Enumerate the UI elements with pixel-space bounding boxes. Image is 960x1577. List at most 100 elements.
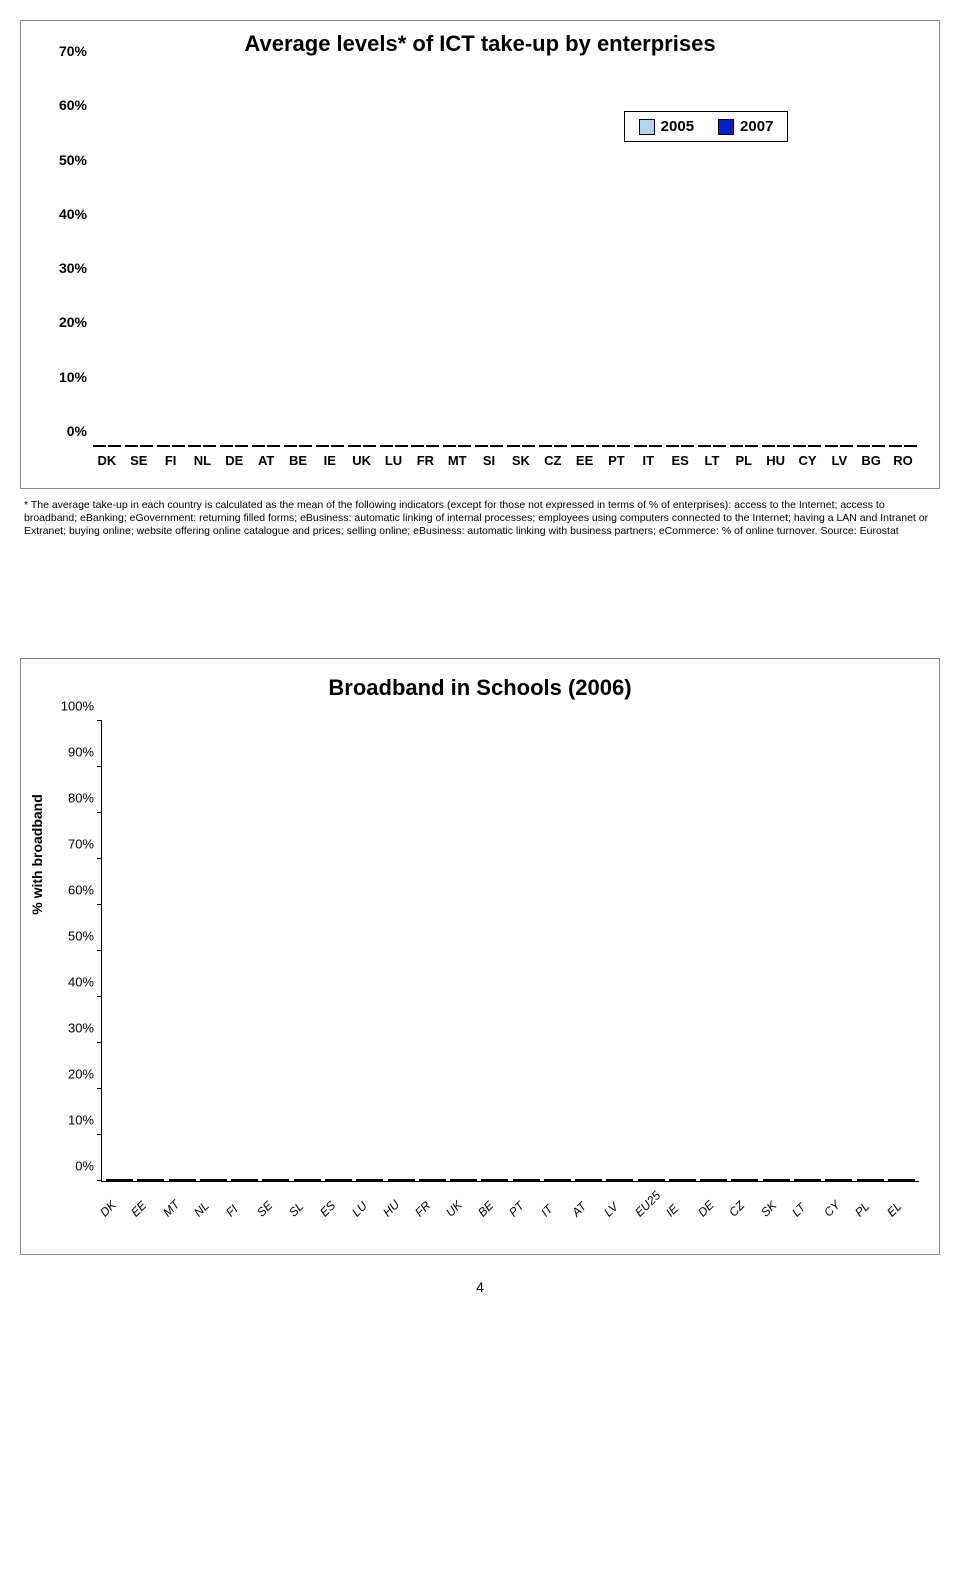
- bar: [331, 445, 344, 447]
- bar-group: [187, 445, 219, 447]
- bar: [106, 1179, 133, 1181]
- chart2-ytick: 30%: [68, 1021, 94, 1036]
- bar: [203, 445, 216, 447]
- chart2-xtick: SE: [254, 1188, 286, 1220]
- bar-column: [354, 1179, 385, 1181]
- chart2-xtick: EE: [129, 1188, 161, 1220]
- chart1-yaxis: 0%10%20%30%40%50%60%70%: [31, 67, 91, 447]
- chart2-xtick: EU25: [632, 1188, 664, 1220]
- bar: [380, 445, 393, 447]
- bar: [172, 445, 185, 447]
- bar-column: [260, 1179, 291, 1181]
- bar: [348, 445, 361, 447]
- chart1-xtick: UK: [346, 453, 378, 468]
- chart1-xtick: LT: [696, 453, 728, 468]
- chart2-tickmark: [97, 1134, 102, 1135]
- bar-group: [314, 445, 346, 447]
- chart2-xtick: LU: [349, 1188, 381, 1220]
- chart1-xtick: BE: [282, 453, 314, 468]
- chart2-tickmark: [97, 950, 102, 951]
- chart2-bars: [102, 721, 919, 1181]
- chart2-ytick: 20%: [68, 1067, 94, 1082]
- chart2-tickmark: [97, 1180, 102, 1181]
- bar-column: [886, 1179, 917, 1181]
- bar: [169, 1179, 196, 1181]
- chart1-xtick: DK: [91, 453, 123, 468]
- bar: [356, 1179, 383, 1181]
- chart2-xtick: AT: [569, 1188, 601, 1220]
- chart1-xtick: NL: [187, 453, 219, 468]
- bar-group: [123, 445, 155, 447]
- bar: [235, 445, 248, 447]
- bar: [490, 445, 503, 447]
- bar: [808, 445, 821, 447]
- chart2-xlabels: DKEEMTNLFISESLESLUHUFRUKBEPTITATLVEU25IE…: [101, 1190, 919, 1204]
- bar-group: [760, 445, 792, 447]
- bar-group: [664, 445, 696, 447]
- bar: [606, 1179, 633, 1181]
- bar-group: [601, 445, 633, 447]
- bar: [125, 445, 138, 447]
- bar-column: [385, 1179, 416, 1181]
- bar: [475, 445, 488, 447]
- chart2-xtick: SL: [286, 1188, 318, 1220]
- chart1-ytick: 30%: [59, 260, 87, 276]
- chart2-yaxis: 0%10%20%30%40%50%60%70%80%90%100%: [42, 721, 98, 1181]
- chart1-xtick: FI: [155, 453, 187, 468]
- bar: [363, 445, 376, 447]
- bar-group: [823, 445, 855, 447]
- chart2-xtick: FR: [412, 1188, 444, 1220]
- chart1-container: Average levels* of ICT take-up by enterp…: [20, 20, 940, 489]
- bar-group: [632, 445, 664, 447]
- chart1-xtick: SK: [505, 453, 537, 468]
- bar-column: [479, 1179, 510, 1181]
- page-number: 4: [20, 1279, 940, 1295]
- bar-group: [473, 445, 505, 447]
- bar: [450, 1179, 477, 1181]
- chart1-xtick: HU: [760, 453, 792, 468]
- bar: [730, 445, 743, 447]
- bar: [411, 445, 424, 447]
- chart2-ytick: 60%: [68, 883, 94, 898]
- bar-group: [887, 445, 919, 447]
- chart1-xtick: ES: [664, 453, 696, 468]
- chart1-xtick: AT: [250, 453, 282, 468]
- bar: [284, 445, 297, 447]
- bar-group: [378, 445, 410, 447]
- bar: [575, 1179, 602, 1181]
- bar: [700, 1179, 727, 1181]
- bar: [857, 445, 870, 447]
- bar: [395, 445, 408, 447]
- bar: [634, 445, 647, 447]
- chart2-xtick: FI: [223, 1188, 255, 1220]
- bar: [638, 1179, 665, 1181]
- chart1-xtick: CZ: [537, 453, 569, 468]
- bar: [872, 445, 885, 447]
- chart2-tickmark: [97, 996, 102, 997]
- chart1-xtick: PL: [728, 453, 760, 468]
- bar: [825, 1179, 852, 1181]
- chart2-tickmark: [97, 720, 102, 721]
- bar: [188, 445, 201, 447]
- bar-column: [573, 1179, 604, 1181]
- bar: [220, 445, 233, 447]
- bar-group: [569, 445, 601, 447]
- bar-column: [104, 1179, 135, 1181]
- chart2-tickmark: [97, 812, 102, 813]
- bar-group: [346, 445, 378, 447]
- bar: [777, 445, 790, 447]
- chart1-xtick: LU: [378, 453, 410, 468]
- chart2-ytick: 0%: [75, 1159, 94, 1174]
- bar: [137, 1179, 164, 1181]
- bar-column: [823, 1179, 854, 1181]
- chart1-xtick: PT: [601, 453, 633, 468]
- bar-column: [761, 1179, 792, 1181]
- bar: [745, 445, 758, 447]
- bar-group: [728, 445, 760, 447]
- bar-group: [282, 445, 314, 447]
- bar-column: [448, 1179, 479, 1181]
- chart1-xtick: MT: [441, 453, 473, 468]
- bar-column: [698, 1179, 729, 1181]
- bar-column: [135, 1179, 166, 1181]
- chart2-tickmark: [97, 1042, 102, 1043]
